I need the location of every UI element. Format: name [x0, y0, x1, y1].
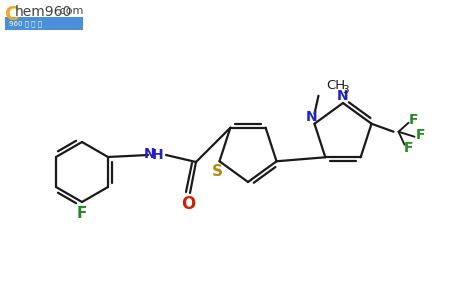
Text: F: F [77, 205, 87, 221]
Text: .com: .com [57, 6, 84, 16]
Text: F: F [404, 141, 413, 155]
Text: N: N [337, 89, 349, 103]
Text: CH: CH [327, 79, 346, 92]
Text: N: N [144, 147, 156, 161]
Text: hem960: hem960 [15, 5, 72, 19]
Bar [5, 17, 83, 30]
Text: H: H [152, 148, 164, 162]
Text: O: O [181, 195, 195, 213]
Text: S: S [212, 164, 223, 179]
Text: F: F [409, 113, 418, 127]
Text: 960 化 工 网: 960 化 工 网 [9, 20, 42, 27]
Text: N: N [306, 110, 317, 124]
Text: F: F [416, 128, 425, 142]
Text: C: C [5, 5, 19, 24]
Text: 3: 3 [343, 85, 349, 95]
